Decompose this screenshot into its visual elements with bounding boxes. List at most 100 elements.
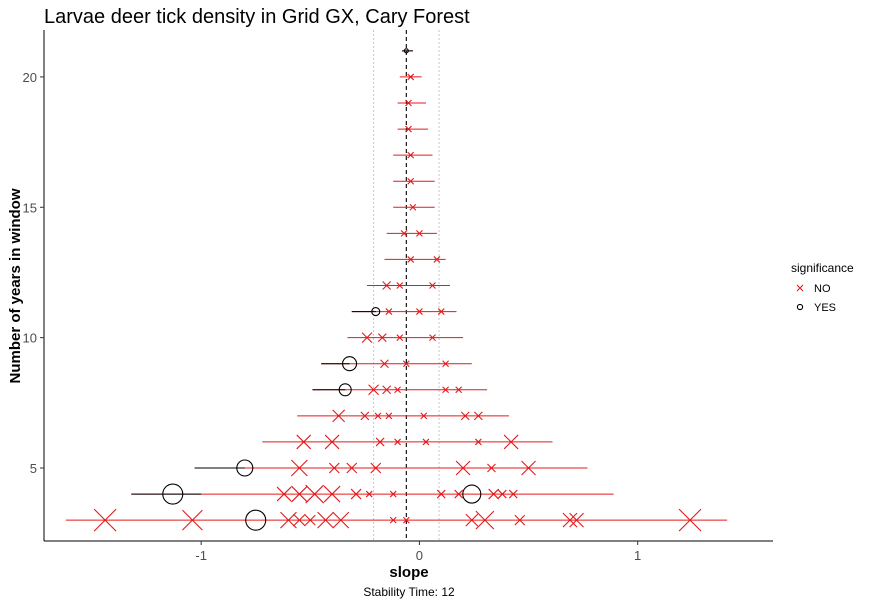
point-no-79 — [407, 151, 415, 159]
point-no-6 — [317, 511, 334, 529]
point-no-8 — [389, 516, 397, 524]
point-no-74 — [433, 256, 441, 263]
point-no-50 — [460, 411, 470, 421]
point-no-1 — [182, 509, 203, 531]
point-no-42 — [422, 438, 430, 446]
point-no-35 — [455, 460, 471, 476]
point-no-47 — [374, 412, 382, 420]
point-no-32 — [328, 462, 340, 474]
point-no-51 — [473, 411, 483, 421]
x-tick-label: -1 — [195, 548, 207, 563]
legend-title: significance — [791, 261, 854, 275]
point-no-70 — [382, 281, 392, 290]
point-no-60 — [402, 360, 410, 368]
point-no-34 — [370, 462, 382, 474]
point-no-21 — [350, 488, 362, 500]
point-no-22 — [365, 490, 373, 498]
point-no-23 — [389, 490, 397, 498]
point-yes-52 — [338, 383, 352, 397]
point-no-17 — [276, 486, 292, 502]
point-no-20 — [323, 485, 341, 503]
point-no-80 — [405, 125, 412, 133]
point-no-67 — [385, 308, 393, 315]
point-no-82 — [407, 73, 415, 81]
point-yes-58 — [342, 356, 358, 372]
error-bars — [65, 50, 728, 521]
plot-area — [65, 30, 728, 541]
point-no-11 — [475, 510, 495, 530]
point-yes-83 — [403, 48, 409, 54]
point-no-65 — [429, 334, 436, 342]
significance-band-lines — [373, 30, 440, 541]
point-no-53 — [368, 384, 379, 396]
point-no-29 — [508, 489, 518, 499]
point-no-27 — [488, 488, 500, 500]
point-no-57 — [455, 386, 463, 394]
y-axis-title: Number of years in window — [7, 188, 24, 383]
point-no-63 — [377, 333, 387, 343]
legend: significance NO YES — [791, 261, 854, 314]
point-no-15 — [678, 508, 702, 532]
legend-label-yes: YES — [814, 302, 836, 314]
point-no-59 — [380, 359, 389, 369]
point-no-77 — [409, 203, 417, 211]
point-no-54 — [382, 385, 392, 395]
point-no-36 — [487, 463, 496, 473]
point-yes-30 — [236, 459, 254, 477]
y-tick-label: 10 — [23, 331, 37, 346]
point-no-64 — [396, 334, 404, 342]
legend-key-no — [796, 284, 804, 292]
point-no-5 — [304, 514, 316, 526]
point-yes-2 — [245, 509, 267, 531]
y-axis-ticks: 5 10 15 20 — [23, 70, 44, 476]
point-no-25 — [454, 489, 464, 499]
point-no-24 — [436, 489, 446, 499]
point-no-4 — [292, 513, 306, 527]
point-no-62 — [361, 332, 373, 344]
point-no-55 — [394, 386, 401, 394]
point-yes-66 — [371, 307, 381, 317]
point-no-75 — [400, 229, 408, 237]
data-points — [93, 48, 702, 532]
legend-label-no: NO — [814, 283, 831, 295]
point-no-12 — [514, 514, 526, 526]
y-tick-label: 15 — [23, 200, 37, 215]
point-no-40 — [375, 437, 385, 447]
x-axis-ticks: -1 0 1 — [195, 541, 641, 563]
point-no-33 — [346, 462, 358, 474]
point-no-38 — [296, 434, 312, 450]
point-no-73 — [407, 256, 415, 263]
point-yes-16 — [162, 483, 184, 505]
legend-key-yes — [796, 303, 804, 311]
point-no-46 — [360, 411, 370, 421]
x-axis-title: slope — [389, 564, 428, 581]
point-no-68 — [416, 308, 423, 315]
point-no-10 — [465, 513, 479, 527]
point-no-28 — [497, 489, 507, 499]
point-no-44 — [503, 434, 519, 450]
point-no-14 — [569, 512, 584, 528]
point-no-18 — [290, 485, 308, 503]
x-tick-label: 0 — [416, 548, 423, 563]
point-no-7 — [332, 511, 350, 529]
point-no-69 — [437, 308, 445, 315]
caption: Stability Time: 12 — [363, 585, 455, 599]
point-no-49 — [420, 412, 428, 420]
point-no-0 — [93, 508, 117, 532]
chart-title: Larvae deer tick density in Grid GX, Car… — [44, 6, 470, 28]
point-no-13 — [562, 512, 578, 528]
point-no-78 — [407, 177, 415, 185]
point-yes-26 — [462, 484, 482, 504]
point-no-71 — [396, 282, 404, 289]
point-no-81 — [405, 99, 412, 107]
point-no-39 — [324, 434, 340, 450]
point-no-37 — [521, 460, 536, 476]
y-tick-label: 5 — [30, 461, 37, 476]
y-tick-label: 20 — [23, 70, 37, 85]
point-no-41 — [394, 438, 401, 446]
x-tick-label: 1 — [634, 548, 641, 563]
point-no-45 — [332, 409, 346, 423]
point-no-56 — [442, 386, 449, 394]
point-no-9 — [402, 516, 410, 524]
